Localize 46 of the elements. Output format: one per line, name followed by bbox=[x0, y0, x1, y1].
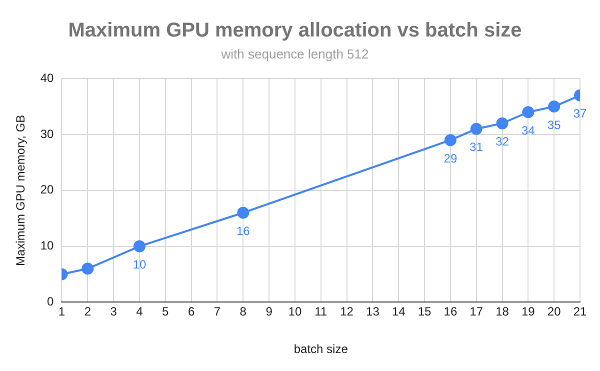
y-tick-label: 20 bbox=[40, 182, 54, 197]
point bbox=[133, 240, 146, 252]
y-axis-title: Maximum GPU memory, GB bbox=[14, 114, 28, 266]
point bbox=[444, 134, 456, 146]
x-axis-title: batch size bbox=[294, 342, 348, 356]
x-tick-label: 19 bbox=[521, 304, 536, 319]
x-tick-label: 6 bbox=[188, 304, 195, 319]
x-tick-label: 15 bbox=[418, 304, 432, 319]
x-tick-label: 8 bbox=[240, 304, 247, 319]
x-tick-label: 16 bbox=[444, 304, 458, 319]
y-tick-label: 0 bbox=[47, 294, 54, 309]
x-tick-label: 2 bbox=[84, 304, 92, 319]
chart-subtitle: with sequence length 512 bbox=[220, 46, 369, 62]
x-tick-label: 4 bbox=[136, 304, 144, 319]
x-tick-label: 13 bbox=[366, 304, 380, 319]
y-tick-label: 30 bbox=[40, 126, 54, 141]
chart-title: Maximum GPU memory allocation vs batch size bbox=[68, 20, 522, 42]
y-tick-label: 10 bbox=[40, 238, 54, 253]
x-tick-label: 11 bbox=[314, 304, 328, 319]
point bbox=[496, 117, 508, 130]
x-tick-label: 20 bbox=[547, 304, 562, 319]
data-label: 37 bbox=[573, 106, 587, 121]
x-tick-label: 18 bbox=[496, 304, 510, 319]
point bbox=[522, 106, 534, 118]
x-tick-label: 5 bbox=[162, 304, 170, 319]
x-tick-label: 1 bbox=[58, 304, 66, 319]
x-tick-label: 17 bbox=[470, 304, 484, 319]
point bbox=[548, 100, 560, 113]
data-label: 10 bbox=[132, 258, 146, 272]
point bbox=[237, 206, 250, 219]
data-label: 32 bbox=[496, 134, 510, 149]
x-tick-label: 7 bbox=[214, 304, 221, 319]
point bbox=[470, 122, 482, 135]
data-label: 29 bbox=[444, 151, 458, 166]
x-tick-label: 3 bbox=[110, 304, 118, 319]
data-label: 34 bbox=[521, 123, 536, 138]
data-label: 31 bbox=[470, 140, 484, 154]
x-tick-label: 9 bbox=[266, 304, 273, 319]
x-tick-label: 10 bbox=[288, 304, 302, 319]
data-label: 35 bbox=[547, 118, 562, 132]
data-label: 16 bbox=[236, 224, 250, 238]
y-tick-label: 40 bbox=[40, 70, 54, 85]
x-tick-label: 14 bbox=[392, 304, 406, 319]
x-tick-label: 21 bbox=[573, 304, 587, 319]
x-tick-label: 12 bbox=[340, 304, 354, 319]
point bbox=[82, 262, 94, 275]
